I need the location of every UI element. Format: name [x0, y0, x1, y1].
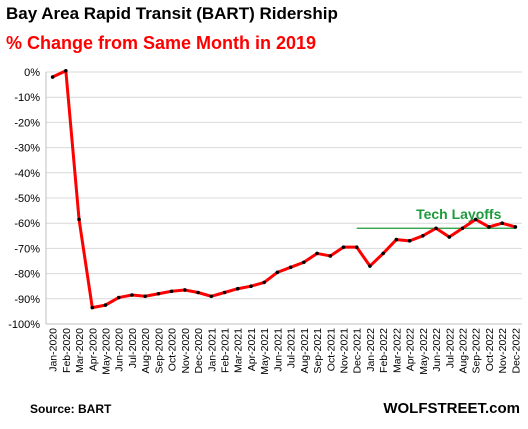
tech-layoffs-annotation: Tech Layoffs	[416, 206, 502, 222]
x-tick-label: Jan-2020	[48, 328, 60, 372]
x-tick-label: Mar-2021	[233, 328, 245, 373]
x-tick-label: Nov-2022	[497, 328, 509, 374]
x-tick-label: Nov-2020	[180, 328, 192, 374]
data-point	[421, 234, 425, 238]
data-point	[368, 264, 372, 268]
x-tick-label: Sep-2022	[471, 328, 483, 374]
x-tick-label: May-2021	[259, 328, 271, 375]
data-point	[487, 225, 491, 229]
x-tick-label: Jun-2022	[431, 328, 443, 372]
data-point	[64, 68, 68, 73]
data-point	[500, 221, 504, 225]
x-tick-label: May-2020	[101, 328, 113, 375]
x-tick-label: Dec-2022	[510, 328, 522, 374]
data-point	[381, 251, 385, 256]
x-tick-label: Jul-2021	[286, 328, 298, 368]
data-point	[315, 251, 319, 256]
data-point	[169, 289, 174, 294]
data-point	[103, 303, 108, 307]
data-point	[196, 290, 200, 295]
source-label: Source: BART	[30, 402, 112, 416]
data-point	[341, 245, 346, 249]
y-tick-label: -60%	[14, 218, 40, 230]
x-tick-label: Feb-2022	[378, 328, 390, 373]
data-point	[275, 270, 280, 275]
data-point	[209, 294, 214, 299]
x-tick-label: Oct-2022	[484, 328, 496, 371]
x-tick-label: Oct-2021	[325, 328, 337, 371]
x-tick-label: Apr-2021	[246, 328, 258, 371]
x-tick-label: Dec-2021	[352, 328, 364, 374]
data-point	[130, 293, 134, 297]
data-point	[222, 290, 227, 295]
data-point	[143, 294, 147, 299]
x-tick-label: Nov-2021	[339, 328, 351, 374]
y-tick-label: -20%	[14, 117, 40, 129]
x-tick-label: Feb-2020	[61, 328, 73, 373]
data-point	[262, 280, 266, 285]
x-tick-label: Sep-2020	[153, 328, 165, 374]
data-point	[288, 265, 293, 270]
data-point	[183, 288, 187, 292]
x-tick-label: Jun-2020	[114, 328, 126, 372]
x-tick-label: Apr-2022	[405, 328, 417, 371]
x-tick-label: Jun-2021	[272, 328, 284, 372]
y-tick-label: -50%	[14, 193, 40, 205]
data-point	[302, 260, 306, 265]
data-point	[447, 235, 452, 239]
y-tick-label: -100%	[8, 319, 40, 331]
y-tick-label: -80%	[14, 269, 40, 281]
x-tick-label: Sep-2021	[312, 328, 324, 374]
data-point	[434, 226, 438, 231]
x-tick-label: Oct-2020	[167, 328, 179, 371]
data-point	[407, 239, 412, 243]
x-tick-label: Mar-2020	[74, 328, 86, 373]
data-point	[50, 75, 55, 79]
x-tick-label: Jul-2022	[444, 328, 456, 368]
x-tick-label: Aug-2020	[140, 328, 152, 374]
brand-label: WOLFSTREET.com	[383, 400, 520, 417]
x-tick-label: Feb-2021	[220, 328, 232, 373]
x-tick-label: May-2022	[418, 328, 430, 375]
x-tick-label: Jan-2021	[206, 328, 218, 372]
x-tick-label: Dec-2020	[193, 328, 205, 374]
x-tick-label: Mar-2022	[391, 328, 403, 373]
data-point	[156, 291, 161, 296]
data-point	[394, 237, 399, 242]
y-tick-label: -10%	[14, 92, 40, 104]
y-tick-label: -70%	[14, 243, 40, 255]
data-point	[460, 226, 465, 231]
x-tick-label: Jan-2022	[365, 328, 377, 372]
data-point	[77, 217, 81, 222]
data-point	[116, 295, 121, 300]
chart-subtitle: % Change from Same Month in 2019	[6, 33, 317, 53]
x-tick-label: Apr-2020	[87, 328, 99, 371]
data-point	[513, 225, 518, 229]
data-point	[328, 254, 333, 258]
data-point	[235, 286, 240, 291]
series-line	[51, 69, 517, 310]
data-point	[90, 305, 95, 310]
x-tick-label: Aug-2022	[458, 328, 470, 374]
y-tick-label: -30%	[14, 143, 40, 155]
y-tick-label: -40%	[14, 168, 40, 180]
x-tick-label: Aug-2021	[299, 328, 311, 374]
data-point	[473, 217, 478, 222]
y-tick-label: -90%	[14, 294, 40, 306]
chart-title: Bay Area Rapid Transit (BART) Ridership	[6, 4, 338, 23]
data-point	[249, 284, 253, 289]
y-tick-label: 0%	[24, 67, 40, 79]
x-tick-label: Jul-2020	[127, 328, 139, 368]
data-point	[354, 245, 359, 249]
